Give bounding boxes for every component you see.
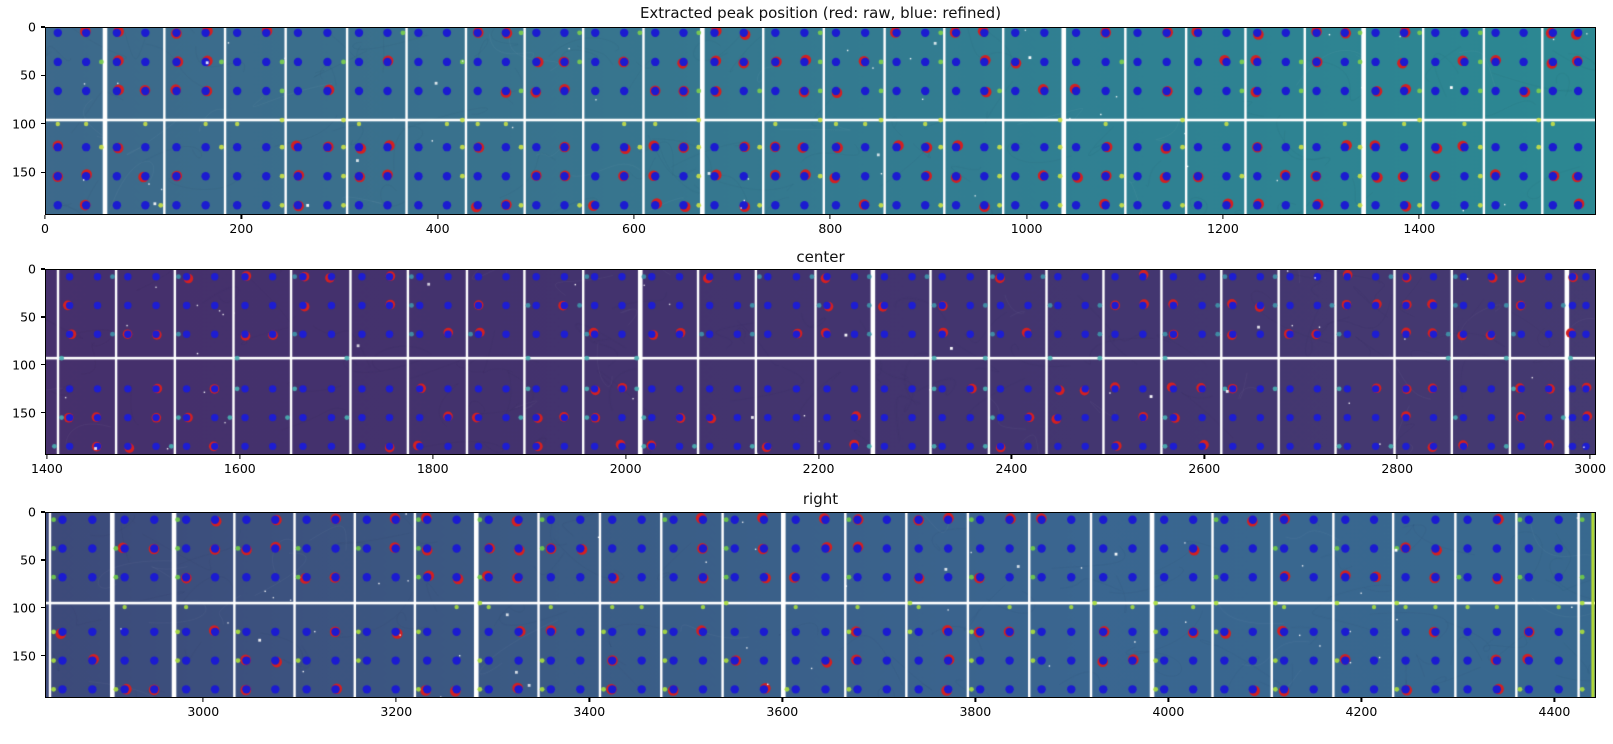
subplot-top-image: [45, 27, 1596, 215]
subplot-right-x-axis: 3000 3200 3400 3600 3800 4000 4200 4400: [45, 698, 1596, 722]
y-tick-label: 50: [20, 309, 36, 325]
y-tick-label: 0: [28, 261, 36, 277]
y-tick-mark: [41, 74, 45, 77]
x-tick-label: 3400: [573, 704, 606, 719]
y-tick-mark: [41, 268, 45, 270]
x-tick-label: 1200: [1207, 221, 1239, 236]
subplot-center-x-axis: 1400 1600 1800 2000 2200 2400 2600 2800 3000: [31, 455, 1606, 479]
x-tick-mark: [1026, 215, 1028, 219]
x-tick-mark: [1010, 455, 1013, 459]
subplot-right-title: right: [802, 490, 839, 508]
y-tick-label: 100: [12, 357, 36, 373]
x-tick-label: 2800: [1381, 461, 1414, 476]
subplot-center-title: center: [796, 248, 845, 266]
x-tick-label: 600: [622, 221, 646, 236]
y-tick-label: 100: [12, 116, 36, 132]
x-tick-label: 1400: [31, 461, 63, 476]
heatmap-canvas-top: [46, 28, 1595, 214]
subplot-right-y-axis: 0 50 100 150: [0, 505, 45, 698]
x-tick-mark: [202, 698, 204, 702]
x-tick-label: 2200: [802, 461, 835, 476]
y-tick-mark: [41, 559, 45, 561]
x-tick-mark: [817, 455, 820, 459]
x-tick-label: 2600: [1188, 461, 1221, 476]
x-tick-label: 3000: [187, 704, 220, 719]
x-tick-label: 400: [425, 221, 450, 236]
y-tick-mark: [41, 123, 45, 125]
y-tick-label: 0: [28, 504, 36, 520]
subplot-top-title: Extracted peak position (red: raw, blue:…: [639, 4, 1002, 22]
subplot-right-image: [45, 512, 1596, 698]
x-tick-label: 3800: [959, 704, 992, 719]
x-tick-mark: [437, 215, 439, 219]
x-tick-mark: [588, 698, 590, 702]
x-tick-mark: [974, 698, 976, 702]
y-tick-label: 50: [20, 67, 36, 83]
x-tick-mark: [1396, 455, 1398, 459]
x-tick-mark: [46, 455, 48, 459]
x-tick-label: 4400: [1538, 704, 1571, 719]
x-tick-mark: [1203, 455, 1205, 459]
x-tick-mark: [44, 215, 46, 219]
x-tick-label: 3000: [1574, 461, 1607, 476]
x-tick-mark: [432, 455, 434, 459]
x-tick-label: 800: [818, 221, 843, 236]
x-tick-label: 200: [229, 221, 254, 236]
y-tick-mark: [41, 171, 45, 173]
y-tick-mark: [41, 364, 45, 366]
x-tick-label: 1800: [416, 461, 449, 476]
y-tick-label: 150: [12, 648, 36, 664]
y-tick-label: 150: [12, 405, 36, 421]
x-tick-label: 1600: [223, 461, 256, 476]
y-tick-mark: [41, 655, 45, 657]
y-tick-label: 150: [12, 164, 36, 180]
x-tick-mark: [625, 455, 627, 459]
x-tick-mark: [633, 215, 635, 219]
x-tick-label: 3200: [380, 704, 413, 719]
x-tick-mark: [1222, 215, 1224, 219]
x-tick-mark: [829, 215, 831, 219]
x-tick-mark: [1418, 215, 1420, 219]
y-tick-mark: [41, 511, 45, 513]
subplot-center-image: [45, 269, 1596, 455]
x-tick-label: 2400: [995, 461, 1028, 476]
subplot-top: Extracted peak position (red: raw, blue:…: [0, 0, 1613, 246]
x-tick-mark: [781, 698, 783, 702]
y-tick-mark: [41, 412, 45, 414]
subplot-right: right 0 50 100 150 3000 3200 3400 3600 3800 4000…: [0, 488, 1613, 724]
x-tick-label: 0: [41, 221, 49, 236]
heatmap-canvas-center: [46, 270, 1595, 454]
y-tick-mark: [41, 26, 45, 28]
x-tick-mark: [1167, 698, 1169, 702]
y-tick-label: 100: [12, 600, 36, 616]
x-tick-mark: [239, 455, 241, 459]
subplot-center: center 0 50 100 150 1400 1600 1800 2000 2200 240…: [0, 246, 1613, 488]
heatmap-canvas-right: [46, 513, 1595, 697]
subplot-top-y-axis: 0 50 100 150: [0, 20, 45, 215]
x-tick-label: 2000: [609, 461, 642, 476]
y-tick-mark: [41, 316, 45, 318]
x-tick-label: 3600: [766, 704, 799, 719]
x-tick-label: 1000: [1010, 221, 1043, 236]
y-tick-mark: [41, 607, 45, 609]
x-tick-label: 1400: [1403, 221, 1436, 236]
x-tick-mark: [1360, 698, 1362, 702]
x-tick-mark: [1589, 455, 1591, 459]
x-tick-mark: [395, 698, 397, 702]
x-tick-mark: [240, 215, 242, 219]
y-tick-label: 50: [20, 552, 36, 568]
subplot-top-x-axis: 0 200 400 600 800 1000 1200 1400: [41, 215, 1596, 239]
y-tick-label: 0: [28, 19, 36, 35]
x-tick-label: 4000: [1152, 704, 1185, 719]
subplot-center-y-axis: 0 50 100 150: [0, 262, 45, 455]
x-tick-mark: [1553, 698, 1556, 702]
x-tick-label: 4200: [1345, 704, 1378, 719]
